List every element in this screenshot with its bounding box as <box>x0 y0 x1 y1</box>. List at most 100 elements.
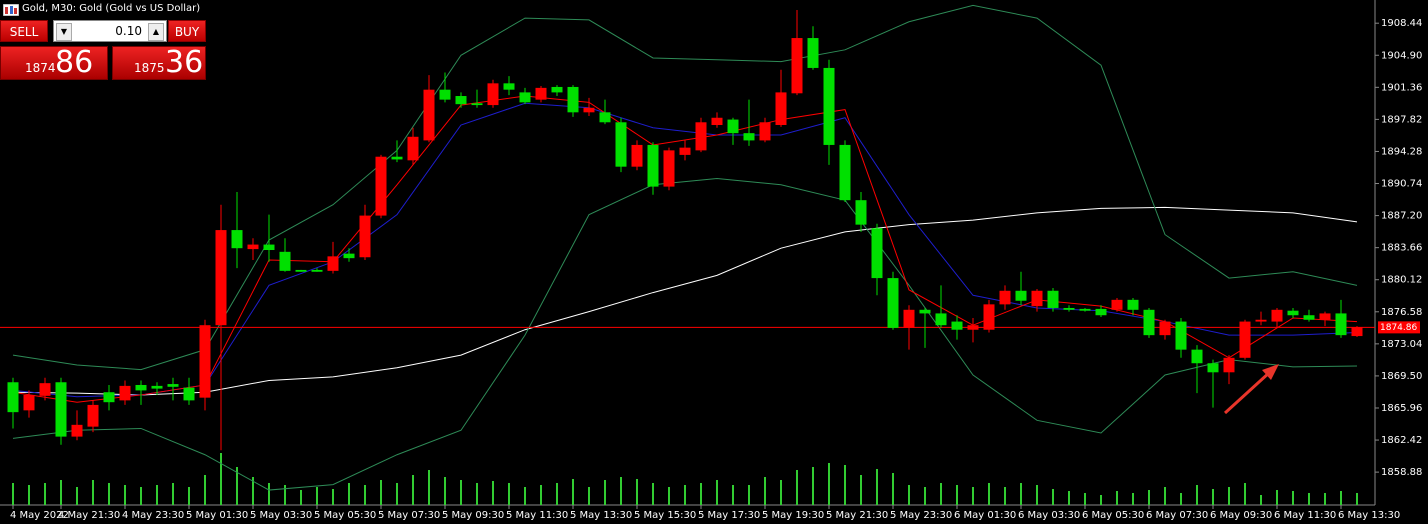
candle-body <box>519 92 531 103</box>
volume-bar <box>236 467 238 505</box>
volume-bar <box>1036 485 1038 505</box>
volume-bar <box>1004 487 1006 505</box>
volume-bar <box>364 485 366 505</box>
lot-field[interactable]: ▼ 0.10 ▲ <box>53 20 167 42</box>
annotation-arrow <box>1223 370 1272 415</box>
volume-bar <box>1132 493 1134 505</box>
volume-bar <box>1356 493 1358 505</box>
candle-body <box>855 200 867 225</box>
volume-bar <box>796 470 798 505</box>
candle-body <box>327 256 339 271</box>
bid-price[interactable]: 1874 86 <box>0 45 108 80</box>
volume-bar <box>716 480 718 505</box>
volume-bar <box>476 483 478 505</box>
current-price-box <box>1378 321 1420 334</box>
sell-button[interactable]: SELL <box>0 20 48 42</box>
volume-bar <box>332 489 334 505</box>
candle-body <box>631 144 643 167</box>
candle-body <box>967 325 979 330</box>
candle-body <box>1223 357 1235 373</box>
candle-body <box>71 424 83 437</box>
volume-bar <box>540 485 542 505</box>
volume-bar <box>412 475 414 505</box>
volume-bar <box>636 479 638 505</box>
volume-bar <box>1068 491 1070 505</box>
volume-bar <box>1244 483 1246 505</box>
ask-small: 36 <box>165 45 204 80</box>
x-tick-label: 6 May 13:30 <box>1338 510 1400 521</box>
candle-body <box>535 87 547 100</box>
volume-bar <box>508 483 510 505</box>
y-tick-label: 1883.66 <box>1381 243 1422 254</box>
volume-bar <box>604 480 606 505</box>
volume-bar <box>1228 487 1230 505</box>
volume-bar <box>1292 491 1294 505</box>
axes-layer: 1908.44 1904.90 1901.36 1897.82 1894.28 1890.… <box>10 18 1422 521</box>
volume-bar <box>572 479 574 505</box>
candle-body <box>871 228 883 279</box>
volume-bar <box>108 483 110 505</box>
lot-down[interactable]: ▼ <box>56 23 72 41</box>
volume-bar <box>732 485 734 505</box>
candle-body <box>1351 327 1363 337</box>
candle-body <box>375 156 387 216</box>
candle-body <box>983 304 995 330</box>
candle-body <box>839 144 851 201</box>
candle-body <box>343 253 355 259</box>
x-tick-label: 5 May 21:30 <box>826 510 888 521</box>
candle-body <box>599 112 611 123</box>
y-tick-label: 1904.90 <box>1381 50 1422 61</box>
volume-bar <box>252 477 254 505</box>
candle-body <box>1319 313 1331 320</box>
volume-bar <box>892 473 894 505</box>
candle-body <box>727 119 739 134</box>
volume-bar <box>316 487 318 505</box>
y-tick-label: 1897.82 <box>1381 114 1422 125</box>
x-tick-label: 5 May 11:30 <box>506 510 568 521</box>
candle-body <box>151 385 163 389</box>
icon-bar <box>5 7 8 14</box>
x-tick-label: 5 May 15:30 <box>634 510 696 521</box>
candle-body <box>999 290 1011 305</box>
candle-body <box>1271 309 1283 322</box>
candle-body <box>215 230 227 326</box>
candle-body <box>951 321 963 330</box>
candle-body <box>1255 319 1267 322</box>
icon-bar <box>14 8 17 14</box>
y-tick-label: 1901.36 <box>1381 82 1422 93</box>
candle-body <box>1079 308 1091 311</box>
chart-header: Gold, M30: Gold (Gold vs US Dollar) <box>22 3 201 14</box>
volume-bar <box>1020 483 1022 505</box>
volume-bar <box>460 480 462 505</box>
candle-body <box>903 309 915 328</box>
buy-button[interactable]: BUY <box>168 20 206 42</box>
candle-body <box>919 309 931 314</box>
volume-bar <box>444 477 446 505</box>
candle-body <box>279 251 291 271</box>
volume-bar <box>764 477 766 505</box>
candle-body <box>503 83 515 90</box>
candle-body <box>1143 309 1155 336</box>
volume-bar <box>1196 485 1198 505</box>
candle-body <box>231 230 243 249</box>
candle-body <box>1207 363 1219 373</box>
lot-up[interactable]: ▲ <box>148 23 164 41</box>
x-tick-label: 6 May 01:30 <box>954 510 1016 521</box>
volume-bar <box>348 483 350 505</box>
bid-big: 1874 <box>25 61 56 75</box>
ask-price[interactable]: 1875 36 <box>112 45 206 80</box>
candle-body <box>1047 290 1059 308</box>
candle-body <box>679 147 691 155</box>
volume-bar <box>188 487 190 505</box>
bid-small: 86 <box>55 45 94 80</box>
x-tick-label: 5 May 07:30 <box>378 510 440 521</box>
ask-big: 1875 <box>134 61 165 75</box>
volume-bar <box>780 480 782 505</box>
x-tick-label: 5 May 01:30 <box>186 510 248 521</box>
symbol-icon <box>3 4 19 16</box>
x-tick-label: 5 May 23:30 <box>890 510 952 521</box>
x-tick-label: 5 May 19:30 <box>762 510 824 521</box>
candle-body <box>1015 290 1027 301</box>
x-tick-label: 5 May 05:30 <box>314 510 376 521</box>
